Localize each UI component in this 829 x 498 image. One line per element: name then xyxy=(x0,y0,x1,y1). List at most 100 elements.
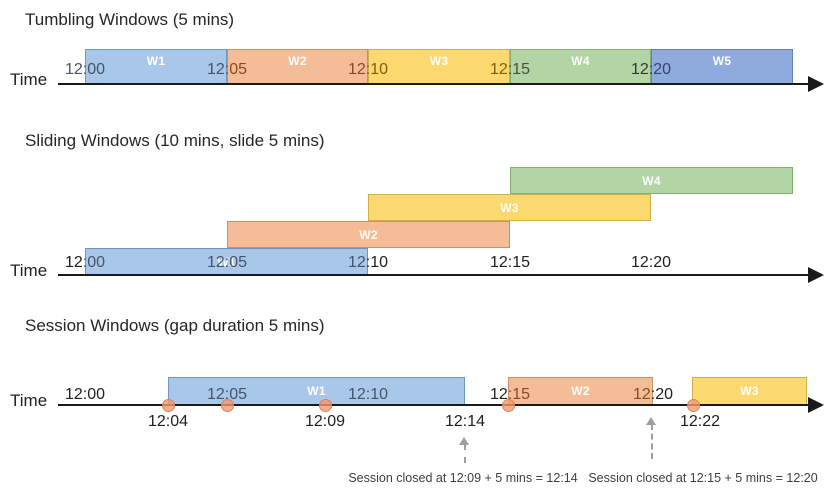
window-w3: W3 xyxy=(368,194,651,221)
tick-12-20: 12:20 xyxy=(631,254,671,272)
event-time-label-12-04: 12:04 xyxy=(147,413,189,430)
tick-hour-part: 12 xyxy=(489,386,508,403)
event-time-label-12-22: 12:22 xyxy=(679,413,721,430)
tick-hour-part: 12 xyxy=(632,386,651,403)
tick-minute-part: :10 xyxy=(365,386,389,403)
timeline-axis xyxy=(58,404,810,406)
window-w4: W4 xyxy=(510,49,651,84)
tick-minute-part: :10 xyxy=(365,254,389,271)
tick-hour-part: 12 xyxy=(347,386,366,403)
timeline-axis xyxy=(58,274,810,276)
tick-hour-part: 12 xyxy=(489,254,508,271)
tick-minute-part: :00 xyxy=(82,61,106,78)
window-label: W1 xyxy=(146,54,166,68)
tick-minute-part: :05 xyxy=(224,254,248,271)
tick-12-10: 12:10 xyxy=(348,61,388,79)
tick-12-00: 12:00 xyxy=(65,61,105,79)
tick-hour-part: 12 xyxy=(206,386,225,403)
window-w3: W3 xyxy=(692,377,807,405)
window-label: W2 xyxy=(288,54,307,68)
window-label: W3 xyxy=(429,54,449,68)
section-title: Sliding Windows (10 mins, slide 5 mins) xyxy=(25,131,325,150)
tick-12-00: 12:00 xyxy=(65,254,105,272)
tick-hour-part: 12 xyxy=(630,61,649,78)
tick-hour-part: 12 xyxy=(64,61,83,78)
tick-12-20: 12:20 xyxy=(631,61,671,79)
tick-minute-part: :15 xyxy=(507,61,531,78)
event-dot-12-09 xyxy=(319,399,332,412)
section-title: Tumbling Windows (5 mins) xyxy=(25,10,235,29)
section-title: Session Windows (gap duration 5 mins) xyxy=(25,316,325,335)
tick-hour-part: 12 xyxy=(64,386,83,403)
tick-hour-part: 12 xyxy=(630,254,649,271)
time-axis-label: Time xyxy=(10,391,48,410)
timeline-axis xyxy=(58,83,810,85)
event-dot-12-15 xyxy=(502,399,515,412)
tick-12-15: 12:15 xyxy=(490,386,530,404)
tick-hour-part: 12 xyxy=(489,61,508,78)
tick-12-00: 12:00 xyxy=(65,386,105,404)
time-axis-label: Time xyxy=(10,261,48,280)
arrow-up-icon xyxy=(646,417,656,425)
tick-minute-part: :20 xyxy=(648,254,672,271)
window-label: W3 xyxy=(740,384,759,398)
tick-12-05: 12:05 xyxy=(207,254,247,272)
window-label: W5 xyxy=(712,54,732,68)
window-w2: W2 xyxy=(508,377,653,405)
tick-12-05: 12:05 xyxy=(207,61,247,79)
window-w2: W2 xyxy=(227,49,368,84)
window-label: W2 xyxy=(571,384,590,398)
time-axis-label: Time xyxy=(10,70,48,89)
tick-minute-part: :20 xyxy=(648,61,672,78)
window-w1: W1 xyxy=(168,377,465,405)
tick-hour-part: 12 xyxy=(206,254,225,271)
session-close-annotation: Session closed at 12:09 + 5 mins = 12:14 xyxy=(348,471,578,485)
window-label: W4 xyxy=(642,173,661,188)
event-dot-2 xyxy=(221,399,234,412)
tick-minute-part: :15 xyxy=(507,254,531,271)
tick-12-10: 12:10 xyxy=(348,386,388,404)
tick-minute-part: :00 xyxy=(82,386,106,403)
tick-12-20: 12:20 xyxy=(633,386,673,404)
timeline-arrow-icon xyxy=(808,267,824,283)
tick-minute-part: :05 xyxy=(224,61,248,78)
event-dot-12-22 xyxy=(687,399,700,412)
tick-hour-part: 12 xyxy=(64,254,83,271)
timeline-arrow-icon xyxy=(808,397,824,413)
tick-hour-part: 12 xyxy=(347,61,366,78)
tick-minute-part: :00 xyxy=(82,254,106,271)
window-w2: W2 xyxy=(227,221,510,248)
tick-12-15: 12:15 xyxy=(490,254,530,272)
tick-hour-part: 12 xyxy=(206,61,225,78)
window-label: W2 xyxy=(359,227,378,242)
session-close-arrow-line xyxy=(464,444,466,463)
tick-minute-part: :15 xyxy=(507,386,531,403)
tick-hour-part: 12 xyxy=(347,254,366,271)
window-label: W3 xyxy=(500,200,519,215)
window-w5: W5 xyxy=(651,49,793,84)
timeline-arrow-icon xyxy=(808,76,824,92)
session-close-annotation: Session closed at 12:15 + 5 mins = 12:20 xyxy=(588,471,818,485)
session-close-arrow-line xyxy=(651,424,653,459)
event-time-label-12-09: 12:09 xyxy=(304,413,346,430)
window-label: W1 xyxy=(217,254,236,269)
window-w1: W1 xyxy=(85,248,368,275)
window-w1: W1 xyxy=(85,49,227,84)
tick-12-05: 12:05 xyxy=(207,386,247,404)
arrow-up-icon xyxy=(459,437,469,445)
window-w4: W4 xyxy=(510,167,793,194)
tick-minute-part: :10 xyxy=(365,61,389,78)
tick-minute-part: :05 xyxy=(224,386,248,403)
tick-12-15: 12:15 xyxy=(490,61,530,79)
event-dot-12-04 xyxy=(162,399,175,412)
window-label: W4 xyxy=(571,54,590,68)
window-label: W1 xyxy=(307,384,326,398)
tick-12-10: 12:10 xyxy=(348,254,388,272)
event-time-label-12-14: 12:14 xyxy=(444,413,486,430)
tick-minute-part: :20 xyxy=(650,386,674,403)
window-w3: W3 xyxy=(368,49,510,84)
